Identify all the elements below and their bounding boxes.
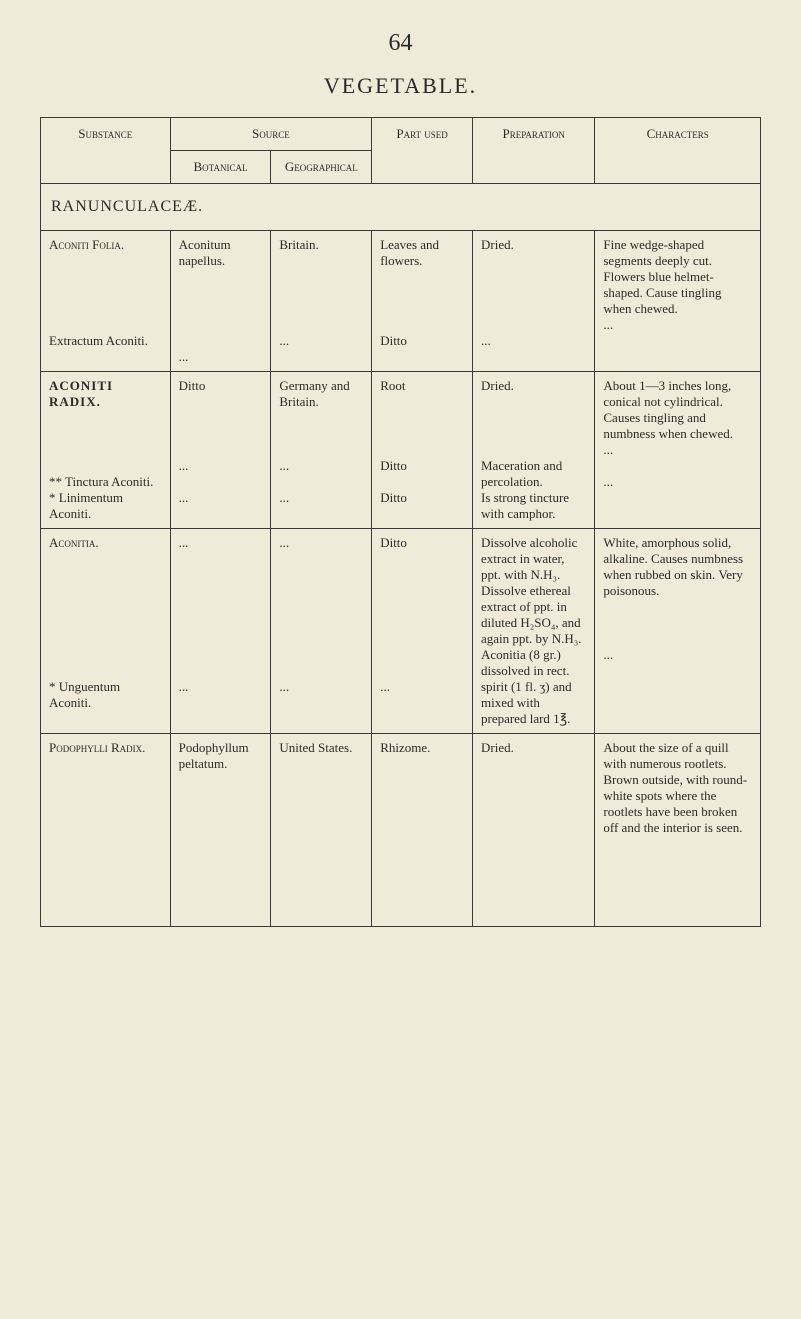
part-text: Root: [380, 378, 405, 393]
geo-sub1: ...: [279, 458, 289, 473]
cell-substance: Podophylli Radix.: [41, 734, 171, 927]
botanical-sub1: ...: [179, 458, 189, 473]
char-text: Fine wedge-shaped segments deeply cut. F…: [603, 237, 721, 316]
part-sub1: Ditto: [380, 458, 407, 473]
char-text: About the size of a quill with numerous …: [603, 740, 747, 835]
botanical-text: ...: [179, 535, 189, 550]
geo-text: United States.: [279, 740, 352, 755]
prep-text: Dissolve alcoholic extract in water, ppt…: [481, 535, 582, 646]
part-sub: Ditto: [380, 333, 407, 348]
table-header-row: Substance Source Part used Preparation C…: [41, 118, 761, 151]
part-text: Rhizome.: [380, 740, 430, 755]
cell-substance: Aconiti Folia. Extractum Aconiti.: [41, 231, 171, 372]
cell-part-used: Ditto ...: [372, 529, 473, 734]
cell-preparation: Dissolve alcoholic extract in water, ppt…: [472, 529, 594, 734]
substance-main: ACONITI RADIX.: [49, 378, 113, 409]
page-title: VEGETABLE.: [40, 73, 761, 99]
cell-preparation: Dried. ...: [472, 231, 594, 372]
cell-substance: ACONITI RADIX. ** Tinctura Aconiti. * Li…: [41, 372, 171, 529]
header-part-used: Part used: [372, 118, 473, 184]
geo-text: Germany and Britain.: [279, 378, 349, 409]
family-name: RANUNCULACEÆ.: [41, 184, 761, 231]
header-source: Source: [170, 118, 372, 151]
cell-geographical: ... ...: [271, 529, 372, 734]
cell-characters: About 1—3 inches long, conical not cylin…: [595, 372, 761, 529]
page-number: 64: [40, 30, 761, 57]
geo-sub: ...: [279, 679, 289, 694]
geo-text: Britain.: [279, 237, 318, 252]
cell-geographical: Germany and Britain. ... ...: [271, 372, 372, 529]
botanical-sub: ...: [179, 679, 189, 694]
header-preparation: Preparation: [472, 118, 594, 184]
substance-sub1: ** Tinctura Aconiti.: [49, 474, 153, 489]
substance-sub: * Unguentum Aconiti.: [49, 679, 120, 710]
family-row: RANUNCULACEÆ.: [41, 184, 761, 231]
prep-text: Dried.: [481, 237, 514, 252]
botanical-text: Aconitum napellus.: [179, 237, 231, 268]
part-sub2: Ditto: [380, 490, 407, 505]
char-sub: ...: [603, 647, 613, 662]
header-characters: Characters: [595, 118, 761, 184]
substance-sub: Extractum Aconiti.: [49, 333, 148, 348]
part-sub: ...: [380, 679, 390, 694]
cell-characters: About the size of a quill with numerous …: [595, 734, 761, 927]
cell-part-used: Leaves and flowers. Ditto: [372, 231, 473, 372]
geo-sub: ...: [279, 333, 289, 348]
cell-geographical: United States.: [271, 734, 372, 927]
substance-main: Aconiti Folia.: [49, 237, 124, 252]
cell-part-used: Rhizome.: [372, 734, 473, 927]
prep-text: Dried.: [481, 740, 514, 755]
geo-text: ...: [279, 535, 289, 550]
char-text: About 1—3 inches long, conical not cylin…: [603, 378, 733, 441]
substance-main: Podophylli Radix.: [49, 740, 145, 755]
prep-sub1: Maceration and percolation.: [481, 458, 562, 489]
prep-text: Dried.: [481, 378, 514, 393]
cell-geographical: Britain. ...: [271, 231, 372, 372]
cell-botanical: ... ...: [170, 529, 271, 734]
botanical-text: Ditto: [179, 378, 206, 393]
vegetable-table: Substance Source Part used Preparation C…: [40, 117, 761, 927]
cell-characters: Fine wedge-shaped segments deeply cut. F…: [595, 231, 761, 372]
cell-characters: White, amorphous solid, alkaline. Causes…: [595, 529, 761, 734]
cell-substance: Aconitia. * Unguentum Aconiti.: [41, 529, 171, 734]
prep-sub: Aconitia (8 gr.) dissolved in rect. spir…: [481, 647, 572, 726]
prep-sub: ...: [481, 333, 491, 348]
header-substance: Substance: [41, 118, 171, 184]
part-text: Leaves and flowers.: [380, 237, 439, 268]
cell-part-used: Root Ditto Ditto: [372, 372, 473, 529]
char-text: White, amorphous solid, alkaline. Causes…: [603, 535, 743, 598]
char-sub: ...: [603, 317, 613, 332]
cell-preparation: Dried.: [472, 734, 594, 927]
header-geographical: Geographical: [271, 151, 372, 184]
header-botanical: Botanical: [170, 151, 271, 184]
cell-preparation: Dried. Maceration and percolation. Is st…: [472, 372, 594, 529]
table-row: Aconitia. * Unguentum Aconiti. ... ... .…: [41, 529, 761, 734]
table-row: Aconiti Folia. Extractum Aconiti. Aconit…: [41, 231, 761, 372]
prep-sub2: Is strong tincture with camphor.: [481, 490, 569, 521]
char-sub1: ...: [603, 442, 613, 457]
char-sub2: ...: [603, 474, 613, 489]
cell-botanical: Aconitum napellus. ...: [170, 231, 271, 372]
part-text: Ditto: [380, 535, 407, 550]
geo-sub2: ...: [279, 490, 289, 505]
table-row: ACONITI RADIX. ** Tinctura Aconiti. * Li…: [41, 372, 761, 529]
botanical-sub: ...: [179, 349, 189, 364]
cell-botanical: Podophyllum peltatum.: [170, 734, 271, 927]
substance-main: Aconitia.: [49, 535, 99, 550]
table-row: Podophylli Radix. Podophyllum peltatum. …: [41, 734, 761, 927]
substance-sub2: * Linimentum Aconiti.: [49, 490, 123, 521]
cell-botanical: Ditto ... ...: [170, 372, 271, 529]
botanical-text: Podophyllum peltatum.: [179, 740, 249, 771]
botanical-sub2: ...: [179, 490, 189, 505]
